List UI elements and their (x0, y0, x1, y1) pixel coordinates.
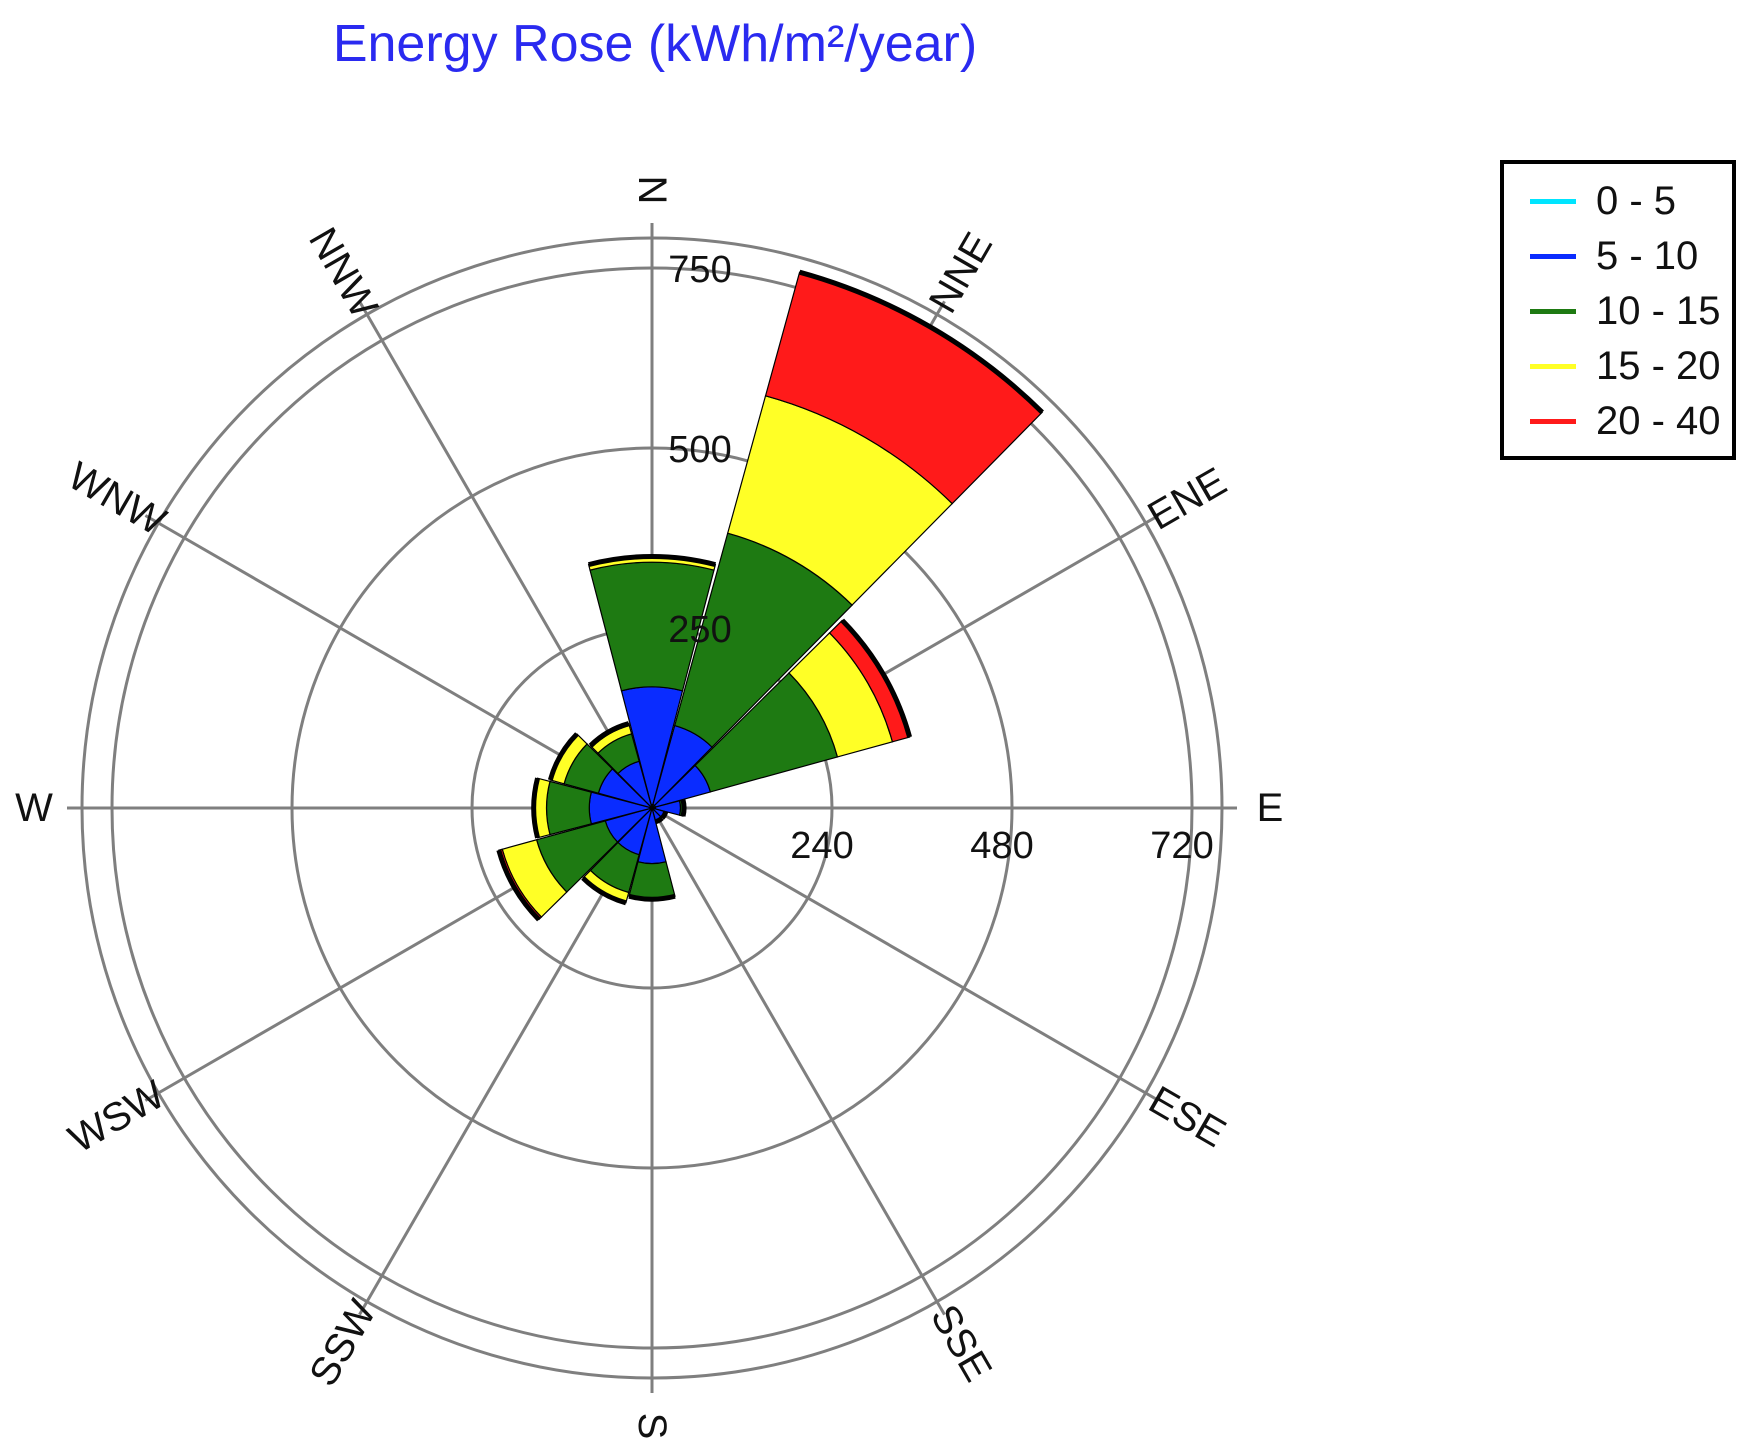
east-tick-label-1: 240 (790, 825, 853, 867)
legend-label: 5 - 10 (1596, 234, 1699, 278)
north-tick-label-3: 750 (668, 249, 731, 291)
rose-bars (496, 269, 1044, 922)
spoke-ese (651, 806, 1160, 1102)
bar-w-outline (531, 777, 540, 839)
direction-label-w: W (15, 786, 53, 830)
east-tick-label-3: 720 (1150, 825, 1213, 867)
north-tick-label-1: 250 (668, 609, 731, 651)
legend-item: 0 - 5 (1504, 174, 1732, 229)
bar-ssw-outline (581, 876, 627, 906)
direction-label-ene: ENE (1141, 459, 1234, 538)
spoke-nnw (358, 300, 654, 809)
direction-label-ese: ESE (1142, 1078, 1233, 1156)
legend-item: 15 - 20 (1504, 339, 1732, 394)
direction-label-wnw: WNW (61, 454, 174, 544)
energy-rose-chart: N NNE ENE E ESE SSE S SSW WSW W WNW NNW 250 500 750 240… (15, 176, 1284, 1440)
legend-item: 20 - 40 (1504, 394, 1732, 449)
bar-wsw-outline (496, 849, 541, 922)
direction-label-nne: NNE (921, 225, 1001, 320)
legend-label: 20 - 40 (1596, 399, 1721, 443)
legend-swatch (1530, 254, 1576, 259)
legend-item: 10 - 15 (1504, 284, 1732, 339)
legend-label: 0 - 5 (1596, 179, 1677, 223)
legend-swatch (1530, 364, 1576, 369)
bar-ene-outline (840, 618, 913, 738)
direction-label-ssw: SSW (301, 1293, 385, 1394)
direction-label-nnw: NNW (300, 220, 386, 325)
bar-nne-outline (798, 269, 1044, 415)
direction-label-sse: SSE (922, 1298, 1000, 1389)
direction-label-wsw: WSW (62, 1072, 173, 1161)
bar-nnw-outline (588, 721, 630, 748)
bar-s-outline (628, 893, 676, 902)
north-tick-label-2: 500 (668, 429, 731, 471)
legend-swatch (1530, 419, 1576, 424)
legend-label: 15 - 20 (1596, 344, 1721, 388)
bar-e-outline (680, 799, 687, 817)
bar-n-outline (587, 553, 717, 568)
legend: 0 - 5 5 - 10 10 - 15 15 - 20 20 - 40 (1500, 160, 1736, 460)
direction-label-n: N (630, 176, 674, 205)
spoke-sse (650, 807, 946, 1316)
direction-label-e: E (1257, 786, 1284, 830)
chart-title: Energy Rose (kWh/m²/year) (332, 15, 978, 73)
legend-swatch (1530, 309, 1576, 314)
legend-label: 10 - 15 (1596, 289, 1721, 333)
east-tick-label-2: 480 (970, 825, 1033, 867)
legend-item: 5 - 10 (1504, 229, 1732, 284)
direction-label-s: S (630, 1413, 674, 1440)
legend-swatch (1530, 199, 1576, 204)
bar-wnw-outline (547, 732, 579, 781)
